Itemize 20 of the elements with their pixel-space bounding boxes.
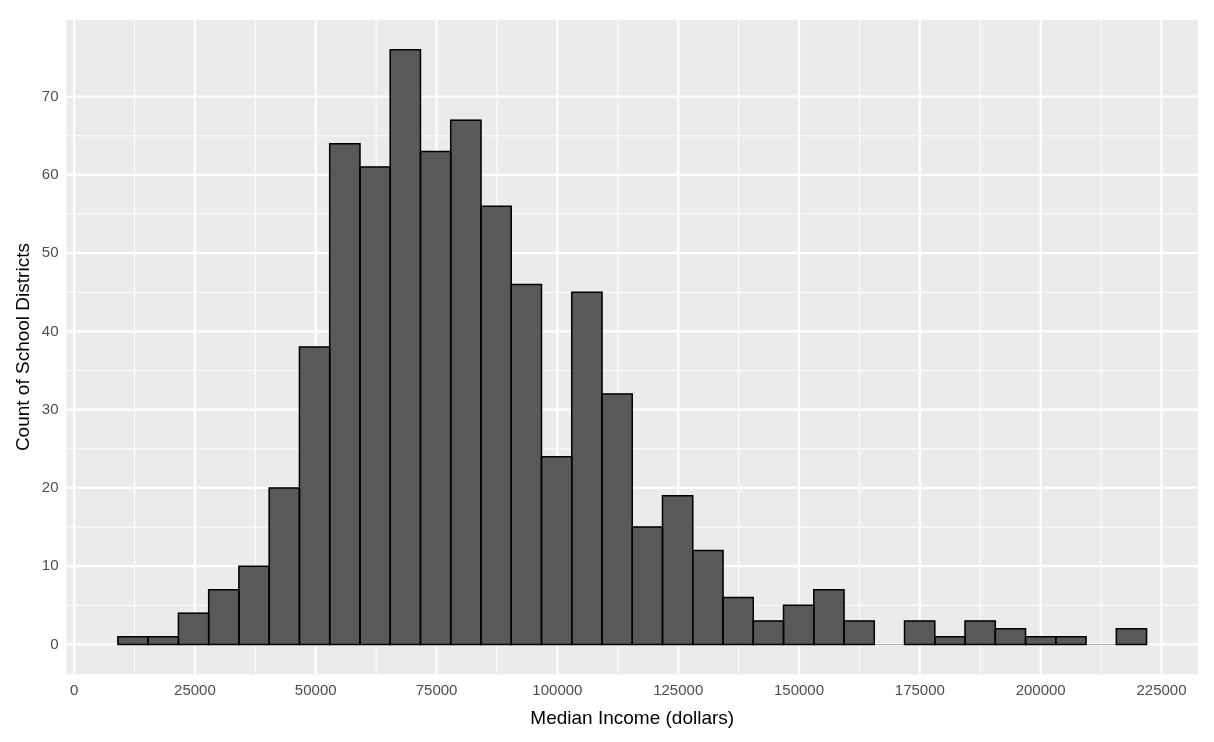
- x-tick-label: 225000: [1136, 681, 1187, 699]
- x-tick-label: 50000: [294, 681, 337, 699]
- y-axis-title: Count of School Districts: [11, 243, 33, 452]
- y-tick-label: 0: [50, 634, 59, 652]
- x-tick-label: 125000: [653, 681, 704, 699]
- x-tick-label: 75000: [415, 681, 458, 699]
- x-tick-label: 0: [69, 681, 79, 699]
- x-tick-label: 100000: [532, 681, 583, 699]
- x-tick-label: 25000: [174, 681, 216, 699]
- y-tick-label: 60: [41, 165, 59, 183]
- y-tick-label: 10: [41, 556, 59, 574]
- y-tick-label: 50: [41, 243, 59, 261]
- y-tick-label: 70: [41, 86, 59, 104]
- y-tick-label: 20: [41, 478, 59, 496]
- x-axis-title: Median Income (dollars): [530, 706, 735, 728]
- x-tick-label: 200000: [1015, 681, 1066, 699]
- y-tick-label: 30: [41, 399, 59, 417]
- y-tick-label: 40: [41, 321, 59, 339]
- x-tick-label: 175000: [894, 681, 945, 699]
- x-tick-label: 150000: [774, 681, 825, 699]
